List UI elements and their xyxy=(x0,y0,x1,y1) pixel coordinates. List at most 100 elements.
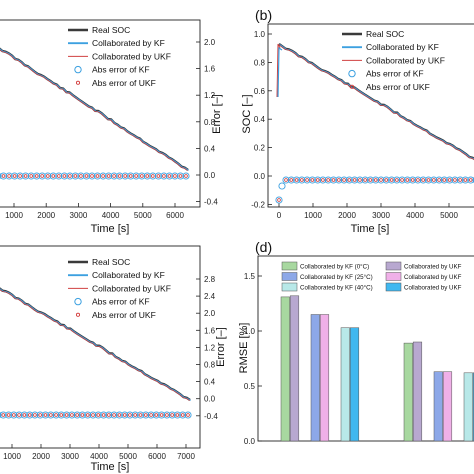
panel-c-kf-error-marker xyxy=(100,411,108,419)
panel-a-ukf-error-marker xyxy=(73,174,78,178)
panel-c-ukf-error-marker xyxy=(1,413,6,417)
panel-b-kf-error-marker xyxy=(382,176,390,184)
panel-d-bar xyxy=(289,295,300,442)
panel-b-ukf-error-marker xyxy=(416,178,420,182)
panel-a-ukf-error-marker xyxy=(145,174,150,178)
panel-a-x-tick-label: 3000 xyxy=(70,211,88,220)
panel-a-ukf-error-marker xyxy=(101,174,105,178)
panel-b-ukf-error-marker xyxy=(400,178,404,182)
panel-a-kf-error-marker xyxy=(60,172,68,180)
panel-d-y-tick-label: 1.5 xyxy=(244,272,256,281)
panel-c-y2-tick-label: 2.4 xyxy=(204,292,216,301)
panel-a-ukf-error-marker xyxy=(18,174,22,178)
panel-a-ukf-error-marker xyxy=(95,174,100,178)
panel-c-ukf-error-marker xyxy=(54,413,58,417)
panel-c-y2-tick-label: -0.4 xyxy=(204,412,218,421)
panel-d-bar xyxy=(433,371,443,442)
panel-b-ukf-error-marker xyxy=(300,178,304,182)
panel-b-kf-error-marker xyxy=(282,176,290,184)
panel-c-x-tick-label: 4000 xyxy=(90,452,108,461)
panel-b-kf-error-marker xyxy=(298,176,306,184)
panel-a-frame xyxy=(0,19,201,208)
panel-a-ukf-error-marker xyxy=(57,174,61,178)
panel-c-ukf-error-marker xyxy=(154,413,159,417)
panel-d-label: (d) xyxy=(255,239,272,255)
panel-b-kf-error-marker xyxy=(461,176,469,184)
panel-a-kf-error-marker xyxy=(16,172,24,180)
panel-c-ukf-error-marker xyxy=(6,413,11,417)
panel-a-kf-error-marker xyxy=(88,172,96,180)
panel-b-ukf-error-marker xyxy=(368,178,373,182)
panel-b-y-tick-label: 1.0 xyxy=(254,30,266,39)
panel-b-kf-initial-transient xyxy=(277,46,283,98)
panel-a-kf-error-marker xyxy=(121,172,129,180)
panel-c-kf-error-marker xyxy=(41,411,50,419)
panel-b-kf-error-marker xyxy=(372,176,380,184)
panel-c-y2-tick-label: 2.0 xyxy=(204,309,216,318)
panel-a-ukf-error-marker xyxy=(7,174,11,178)
panel-b-kf-error-marker xyxy=(345,176,353,184)
panel-b-legend-label-1: Collaborated by KF xyxy=(366,42,439,52)
panel-c-ukf-error-marker xyxy=(96,413,101,417)
panel-c-x-tick-label: 7000 xyxy=(177,452,195,461)
panel-b-ukf-error-marker xyxy=(437,178,441,182)
panel-b-x-tick-label: 5000 xyxy=(440,211,458,220)
panel-c-ukf-error-marker xyxy=(159,413,164,417)
panel-c-ukf-error-marker xyxy=(107,413,111,417)
panel-a-y2-tick-label: 2.0 xyxy=(204,38,216,47)
panel-b-y-axis-label: SOC [–] xyxy=(241,94,253,133)
panel-a-x-tick-label: 2000 xyxy=(37,211,55,220)
panel-a-ukf-error-marker xyxy=(162,174,166,178)
panel-c-kf-error-marker xyxy=(121,411,129,419)
panel-b-kf-error-marker xyxy=(414,176,422,184)
panel-c-kf-error-marker xyxy=(168,411,176,419)
panel-b-kf-error-marker xyxy=(308,176,316,184)
panel-a-y2-tick-label: -0.4 xyxy=(204,198,218,207)
panel-c-x-axis-label: Time [s] xyxy=(91,461,130,473)
panel-b-kf-error-marker xyxy=(278,182,286,190)
panel-a-x-tick-label: 5000 xyxy=(134,211,152,220)
panel-a-kf-error-marker xyxy=(49,172,57,180)
panel-b-kf-error-marker xyxy=(398,176,406,184)
panel-b-ukf-error-marker xyxy=(321,178,325,182)
panel-b-kf-error-marker xyxy=(393,176,401,184)
panel-a-kf-error-marker xyxy=(0,172,8,180)
panel-c-ukf-error-marker xyxy=(180,413,185,417)
panel-b-kf-error-marker xyxy=(377,176,385,184)
panel-b-ukf-error-marker xyxy=(289,178,294,182)
panel-b-kf-error-marker xyxy=(293,176,301,184)
panel-a-kf-error-marker xyxy=(143,172,151,180)
panel-c-ukf-error-marker xyxy=(149,413,153,417)
panel-a-ukf-error-marker xyxy=(123,174,127,178)
panel-b-kf-error-marker xyxy=(314,176,322,184)
panel-c-kf-error-marker xyxy=(131,411,139,419)
panel-b-x-tick-label: 4000 xyxy=(406,211,424,220)
panel-a-kf-error-marker xyxy=(0,173,2,179)
panel-b-kf-error-marker xyxy=(409,176,417,184)
panel-a-ukf-error-marker xyxy=(134,174,138,178)
panel-c-ukf-error-marker xyxy=(117,413,122,417)
panel-b-x-tick-label: 3000 xyxy=(372,211,390,220)
panel-a-ukf-error-marker xyxy=(68,174,72,178)
panel-c-ukf-error-marker xyxy=(64,413,69,417)
panel-c-kf-error-marker xyxy=(63,411,71,419)
panel-a-ukf-error-marker xyxy=(34,174,39,178)
panel-a-x-tick-label: 6000 xyxy=(166,211,184,220)
panel-b-kf-error-marker xyxy=(446,176,454,184)
panel-b-ukf-error-marker xyxy=(342,178,346,182)
panel-c-y2-tick-label: 0.8 xyxy=(204,361,216,370)
panel-c-kf-error-marker xyxy=(57,411,65,419)
panel-a-kf-error-marker xyxy=(182,172,190,180)
panel-c-y2-tick-label: 2.8 xyxy=(204,275,216,284)
panel-c-kf-error-marker xyxy=(147,411,155,419)
panel-b-legend-label-2: Collaborated by UKF xyxy=(366,55,445,65)
panel-c-legend-swatch-4 xyxy=(76,312,81,317)
panel-b-kf-error-marker xyxy=(361,176,369,184)
panel-d-bar xyxy=(403,342,413,442)
panel-d-legend-swatch-2 xyxy=(281,272,298,281)
panel-a-kf-error-marker xyxy=(22,172,30,180)
panel-b-ukf-error-marker xyxy=(384,178,389,182)
panel-c-ukf-error-marker xyxy=(12,413,16,417)
panel-c-kf-error-marker xyxy=(152,411,160,419)
panel-b-ukf-error-marker xyxy=(315,178,320,182)
